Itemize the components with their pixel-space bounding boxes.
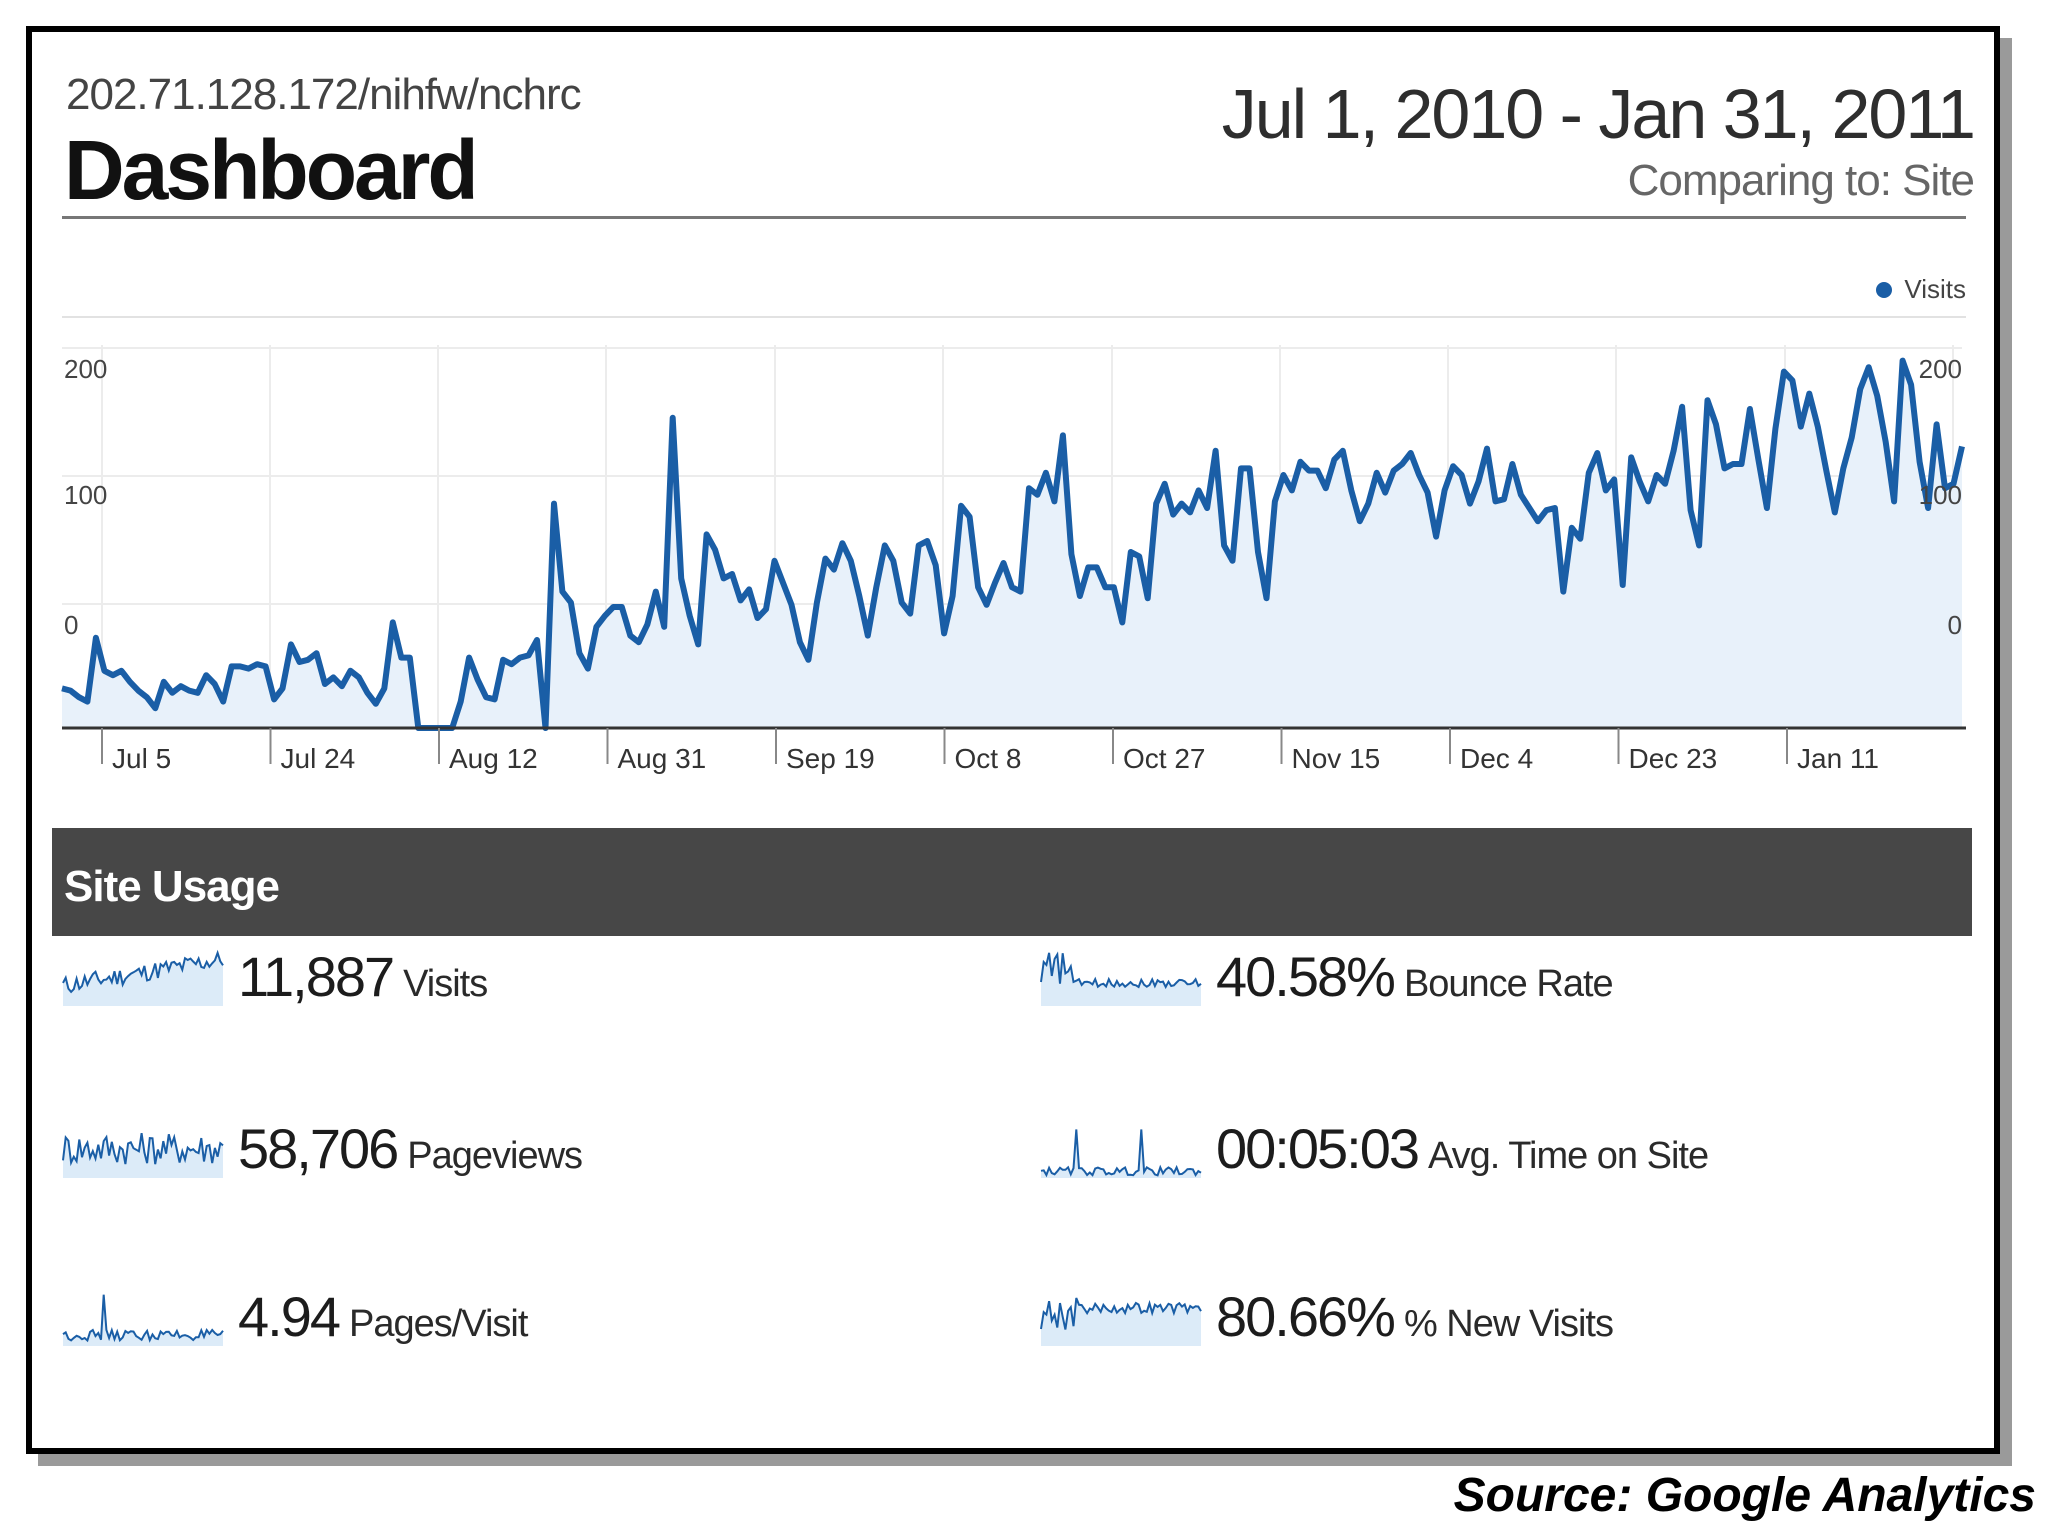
y-axis-ticks: 200 100 0 200 100 0 (64, 354, 1962, 640)
metric-value: 00:05:03 (1216, 1117, 1420, 1180)
sparkline-area (63, 1133, 223, 1178)
sparkline-area (1041, 1298, 1201, 1346)
metric-label[interactable]: Avg. Time on Site (1427, 1135, 1709, 1177)
x-tick-label: Dec 23 (1629, 743, 1718, 774)
metric-label[interactable]: Pageviews (407, 1135, 583, 1177)
sparkline-line (62, 1294, 224, 1343)
metric-label[interactable]: Pages/Visit (349, 1303, 528, 1345)
date-range[interactable]: Jul 1, 2010 - Jan 31, 2011 (1221, 75, 1976, 153)
x-tick-label: Sep 19 (786, 743, 875, 774)
dashboard-frame (26, 26, 2000, 1454)
metric-label[interactable]: Bounce Rate (1403, 963, 1614, 1005)
sparkline-line (1040, 951, 1202, 990)
metric-value: 80.66% (1216, 1285, 1396, 1348)
header-divider (62, 216, 1966, 219)
sparkline-line (1040, 1297, 1202, 1330)
metric-bounce-rate[interactable]: 40.58% Bounce Rate (1216, 944, 1614, 1009)
page-title: Dashboard (64, 123, 479, 217)
bounce-rate-sparkline-icon (1040, 951, 1202, 1006)
x-axis-ticks: Jul 5 Jul 24 Aug 12 Aug 31 Sep 19 Oct 8 Oct 27… (101, 728, 1879, 774)
x-tick-label: Jan 11 (1797, 743, 1879, 774)
x-tick-label: Aug 12 (449, 743, 538, 774)
chart-legend[interactable]: Visits (1876, 274, 1966, 305)
pages-per-visit-sparkline-icon (62, 1294, 224, 1346)
time-on-site-sparkline-icon (1040, 1129, 1202, 1178)
metric-value: 58,706 (238, 1117, 399, 1180)
metric-value: 11,887 (238, 945, 395, 1008)
legend-dot-icon (1876, 281, 1893, 298)
site-url[interactable]: 202.71.128.172/nihfw/nchrc (66, 70, 582, 119)
site-usage-header (52, 828, 1972, 936)
metric-value: 40.58% (1216, 945, 1396, 1008)
legend-label: Visits (1904, 274, 1966, 304)
metric-avg-time-on-site[interactable]: 00:05:03 Avg. Time on Site (1216, 1116, 1709, 1181)
metric-pages-visit[interactable]: 4.94 Pages/Visit (238, 1284, 528, 1349)
x-tick-label: Oct 27 (1123, 743, 1205, 774)
x-tick-label: Jul 24 (281, 743, 356, 774)
metric-new-visits[interactable]: 80.66%% New Visits (1216, 1284, 1614, 1349)
sparkline-area (1041, 952, 1201, 1006)
y-tick-label-right: 200 (1919, 354, 1962, 384)
metric-value: 4.94 (238, 1285, 341, 1348)
sparkline-area (63, 952, 223, 1006)
sparkline-line (1040, 1129, 1202, 1178)
metric-pageviews[interactable]: 58,706 Pageviews (238, 1116, 583, 1181)
x-tick-label: Jul 5 (112, 743, 171, 774)
visits-sparkline-icon (62, 949, 224, 1006)
y-tick-label-left: 0 (64, 610, 78, 640)
comparing-to: Comparing to: Site (1627, 156, 1975, 205)
legend-divider (62, 316, 1966, 318)
x-tick-label: Nov 15 (1292, 743, 1381, 774)
metric-visits[interactable]: 11,887 Visits (238, 944, 488, 1009)
visits-chart[interactable]: Jul 5 Jul 24 Aug 12 Aug 31 Sep 19 Oct 8 Oct 27… (0, 0, 2048, 800)
site-usage-title: Site Usage (64, 862, 280, 911)
metric-label[interactable]: % New Visits (1403, 1303, 1614, 1345)
sparkline-line (62, 1133, 224, 1167)
y-tick-label-left: 100 (64, 480, 107, 510)
y-tick-label-right: 0 (1948, 610, 1962, 640)
x-tick-label: Oct 8 (955, 743, 1022, 774)
new-visits-sparkline-icon (1040, 1297, 1202, 1346)
sparkline-area (1041, 1129, 1201, 1178)
pageviews-sparkline-icon (62, 1133, 224, 1178)
y-tick-label-left: 200 (64, 354, 107, 384)
source-caption: Source: Google Analytics (1453, 1469, 2036, 1522)
sparkline-line (62, 949, 224, 994)
visits-line (61, 357, 1965, 731)
metric-label[interactable]: Visits (403, 963, 488, 1005)
y-tick-label-right: 100 (1919, 480, 1962, 510)
x-tick-label: Dec 4 (1460, 743, 1533, 774)
x-tick-label: Aug 31 (618, 743, 707, 774)
